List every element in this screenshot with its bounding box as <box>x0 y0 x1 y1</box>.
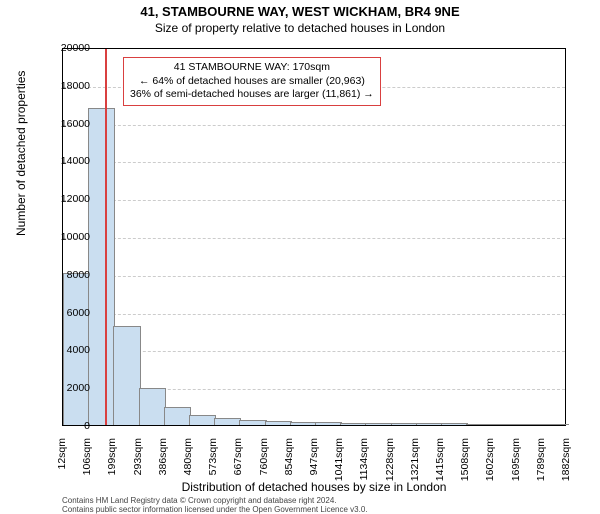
y-tick-label: 2000 <box>46 382 90 394</box>
histogram-bar <box>491 424 518 425</box>
plot-area: 41 STAMBOURNE WAY: 170sqm← 64% of detach… <box>62 48 566 426</box>
info-box-line: ← 64% of detached houses are smaller (20… <box>130 75 374 89</box>
histogram-bar <box>416 423 443 425</box>
gridline <box>63 314 565 315</box>
x-tick-label: 1508sqm <box>459 438 471 494</box>
histogram-bar <box>189 415 216 425</box>
x-tick-label: 480sqm <box>182 438 194 494</box>
histogram-bar <box>214 418 241 425</box>
info-box-line: 41 STAMBOURNE WAY: 170sqm <box>130 61 374 75</box>
histogram-bar <box>340 423 367 425</box>
x-tick-label: 1602sqm <box>484 438 496 494</box>
histogram-bar <box>466 424 493 425</box>
info-box: 41 STAMBOURNE WAY: 170sqm← 64% of detach… <box>123 57 381 106</box>
histogram-bar <box>441 423 468 425</box>
x-tick-label: 1041sqm <box>333 438 345 494</box>
credits: Contains HM Land Registry data © Crown c… <box>62 496 368 514</box>
x-tick-label: 1321sqm <box>409 438 421 494</box>
histogram-bar <box>290 422 317 425</box>
credit-line: Contains HM Land Registry data © Crown c… <box>62 496 368 505</box>
y-tick-label: 20000 <box>46 42 90 54</box>
histogram-bar <box>542 424 569 425</box>
histogram-bar <box>139 388 166 425</box>
y-tick-label: 10000 <box>46 231 90 243</box>
credit-line: Contains public sector information licen… <box>62 505 368 514</box>
x-tick-label: 12sqm <box>56 438 68 494</box>
y-tick-label: 14000 <box>46 155 90 167</box>
y-axis-label: Number of detached properties <box>14 71 28 236</box>
gridline <box>63 125 565 126</box>
gridline <box>63 238 565 239</box>
histogram-bar <box>315 422 342 425</box>
gridline <box>63 200 565 201</box>
x-tick-label: 293sqm <box>132 438 144 494</box>
histogram-bar <box>88 108 115 425</box>
x-tick-label: 1134sqm <box>358 438 370 494</box>
page-subtitle: Size of property relative to detached ho… <box>0 21 600 35</box>
y-tick-label: 16000 <box>46 118 90 130</box>
histogram-bar <box>365 423 392 425</box>
y-tick-label: 8000 <box>46 269 90 281</box>
x-tick-label: 106sqm <box>81 438 93 494</box>
info-box-line: 36% of semi-detached houses are larger (… <box>130 88 374 102</box>
x-tick-label: 573sqm <box>207 438 219 494</box>
histogram-bar <box>113 326 140 425</box>
histogram-bar <box>164 407 191 425</box>
gridline <box>63 162 565 163</box>
x-tick-label: 667sqm <box>232 438 244 494</box>
histogram-bar <box>391 423 418 425</box>
x-tick-label: 947sqm <box>308 438 320 494</box>
histogram-bar <box>239 420 266 425</box>
x-tick-label: 386sqm <box>157 438 169 494</box>
y-tick-label: 4000 <box>46 344 90 356</box>
x-tick-label: 1789sqm <box>535 438 547 494</box>
x-tick-label: 1228sqm <box>384 438 396 494</box>
x-tick-label: 1695sqm <box>510 438 522 494</box>
x-tick-label: 854sqm <box>283 438 295 494</box>
chart-area: 41 STAMBOURNE WAY: 170sqm← 64% of detach… <box>62 48 566 426</box>
y-tick-label: 6000 <box>46 307 90 319</box>
x-tick-label: 1415sqm <box>434 438 446 494</box>
page-title: 41, STAMBOURNE WAY, WEST WICKHAM, BR4 9N… <box>0 4 600 19</box>
y-tick-label: 12000 <box>46 193 90 205</box>
histogram-bar <box>517 424 544 425</box>
y-tick-label: 0 <box>46 420 90 432</box>
gridline <box>63 276 565 277</box>
x-tick-label: 1882sqm <box>560 438 572 494</box>
x-tick-label: 199sqm <box>106 438 118 494</box>
histogram-bar <box>265 421 292 425</box>
x-tick-label: 760sqm <box>258 438 270 494</box>
y-tick-label: 18000 <box>46 80 90 92</box>
property-marker-line <box>105 49 107 425</box>
